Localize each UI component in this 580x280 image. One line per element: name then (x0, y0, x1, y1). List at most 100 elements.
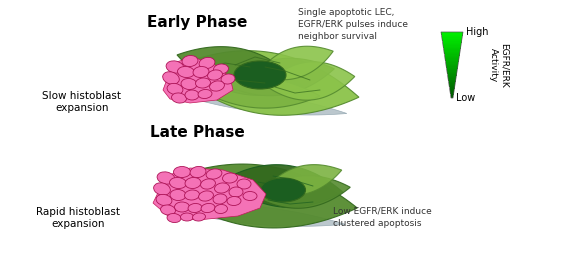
Polygon shape (163, 57, 233, 103)
Bar (451, 97, 453, 98)
Bar (445, 56, 459, 57)
Ellipse shape (184, 190, 200, 200)
Ellipse shape (201, 179, 215, 189)
Ellipse shape (169, 178, 187, 188)
Bar (443, 43, 461, 44)
Polygon shape (161, 204, 345, 226)
Ellipse shape (154, 183, 171, 195)
Ellipse shape (180, 213, 194, 221)
Bar (445, 61, 459, 62)
Bar (450, 86, 455, 87)
Polygon shape (200, 78, 320, 108)
Polygon shape (226, 58, 335, 96)
Polygon shape (265, 62, 355, 100)
Bar (451, 95, 454, 97)
Polygon shape (256, 176, 350, 208)
Ellipse shape (190, 166, 206, 178)
Bar (448, 76, 456, 77)
Ellipse shape (162, 72, 179, 84)
Bar (450, 91, 454, 93)
Text: Low: Low (456, 93, 475, 103)
Text: Early Phase: Early Phase (147, 15, 247, 29)
Bar (442, 36, 462, 37)
Bar (444, 53, 460, 54)
Bar (446, 66, 458, 68)
Ellipse shape (201, 204, 215, 213)
Bar (444, 52, 460, 53)
Polygon shape (264, 165, 342, 195)
Ellipse shape (173, 167, 190, 178)
Text: Slow histoblast
expansion: Slow histoblast expansion (42, 91, 121, 113)
Bar (448, 81, 455, 82)
Bar (446, 65, 458, 66)
Bar (443, 41, 462, 43)
Ellipse shape (198, 90, 212, 99)
Ellipse shape (213, 64, 229, 74)
Polygon shape (257, 46, 334, 80)
Ellipse shape (156, 194, 172, 206)
Bar (444, 49, 461, 50)
Text: Rapid histoblast
expansion: Rapid histoblast expansion (36, 207, 120, 229)
Ellipse shape (166, 61, 184, 73)
Bar (443, 45, 461, 46)
Bar (443, 46, 461, 48)
Bar (451, 94, 454, 95)
Bar (441, 32, 463, 33)
Ellipse shape (198, 191, 213, 201)
Ellipse shape (229, 187, 243, 197)
Ellipse shape (177, 66, 194, 78)
Ellipse shape (213, 194, 227, 204)
Bar (448, 77, 456, 78)
Ellipse shape (195, 78, 211, 88)
Bar (449, 83, 455, 85)
Bar (447, 72, 457, 73)
Bar (448, 74, 456, 76)
Bar (447, 68, 458, 69)
Bar (445, 59, 459, 60)
Bar (443, 40, 462, 41)
Ellipse shape (208, 70, 222, 80)
Text: Late Phase: Late Phase (150, 125, 244, 139)
Bar (442, 39, 462, 40)
Ellipse shape (243, 192, 257, 200)
Bar (441, 33, 463, 35)
Ellipse shape (234, 61, 286, 89)
Text: EGFR/ERK
Activity: EGFR/ERK Activity (489, 43, 509, 87)
Ellipse shape (260, 178, 306, 202)
Bar (450, 93, 454, 94)
Ellipse shape (167, 83, 183, 95)
Ellipse shape (237, 179, 251, 189)
Ellipse shape (215, 183, 230, 193)
Ellipse shape (206, 169, 222, 179)
Polygon shape (223, 165, 343, 207)
Ellipse shape (167, 213, 181, 223)
Ellipse shape (221, 74, 235, 84)
Bar (448, 78, 456, 80)
Bar (450, 87, 455, 89)
Bar (444, 54, 459, 56)
Polygon shape (177, 47, 303, 95)
Bar (448, 80, 456, 81)
Text: Low EGFR/ERK induce
clustered apoptosis: Low EGFR/ERK induce clustered apoptosis (333, 207, 432, 228)
Bar (450, 89, 454, 90)
Ellipse shape (181, 78, 197, 90)
Ellipse shape (188, 204, 202, 213)
Ellipse shape (199, 57, 215, 69)
Ellipse shape (170, 190, 186, 200)
Ellipse shape (193, 213, 205, 221)
Bar (447, 73, 456, 74)
Ellipse shape (182, 55, 198, 67)
Bar (447, 69, 457, 70)
Ellipse shape (157, 172, 175, 184)
Ellipse shape (223, 173, 237, 183)
Polygon shape (171, 51, 359, 115)
Ellipse shape (185, 90, 199, 100)
Ellipse shape (172, 93, 186, 103)
Ellipse shape (161, 205, 176, 215)
Polygon shape (153, 168, 266, 220)
Polygon shape (159, 164, 357, 228)
Bar (450, 90, 454, 91)
Ellipse shape (215, 204, 227, 214)
Ellipse shape (193, 66, 209, 78)
Bar (446, 64, 458, 65)
